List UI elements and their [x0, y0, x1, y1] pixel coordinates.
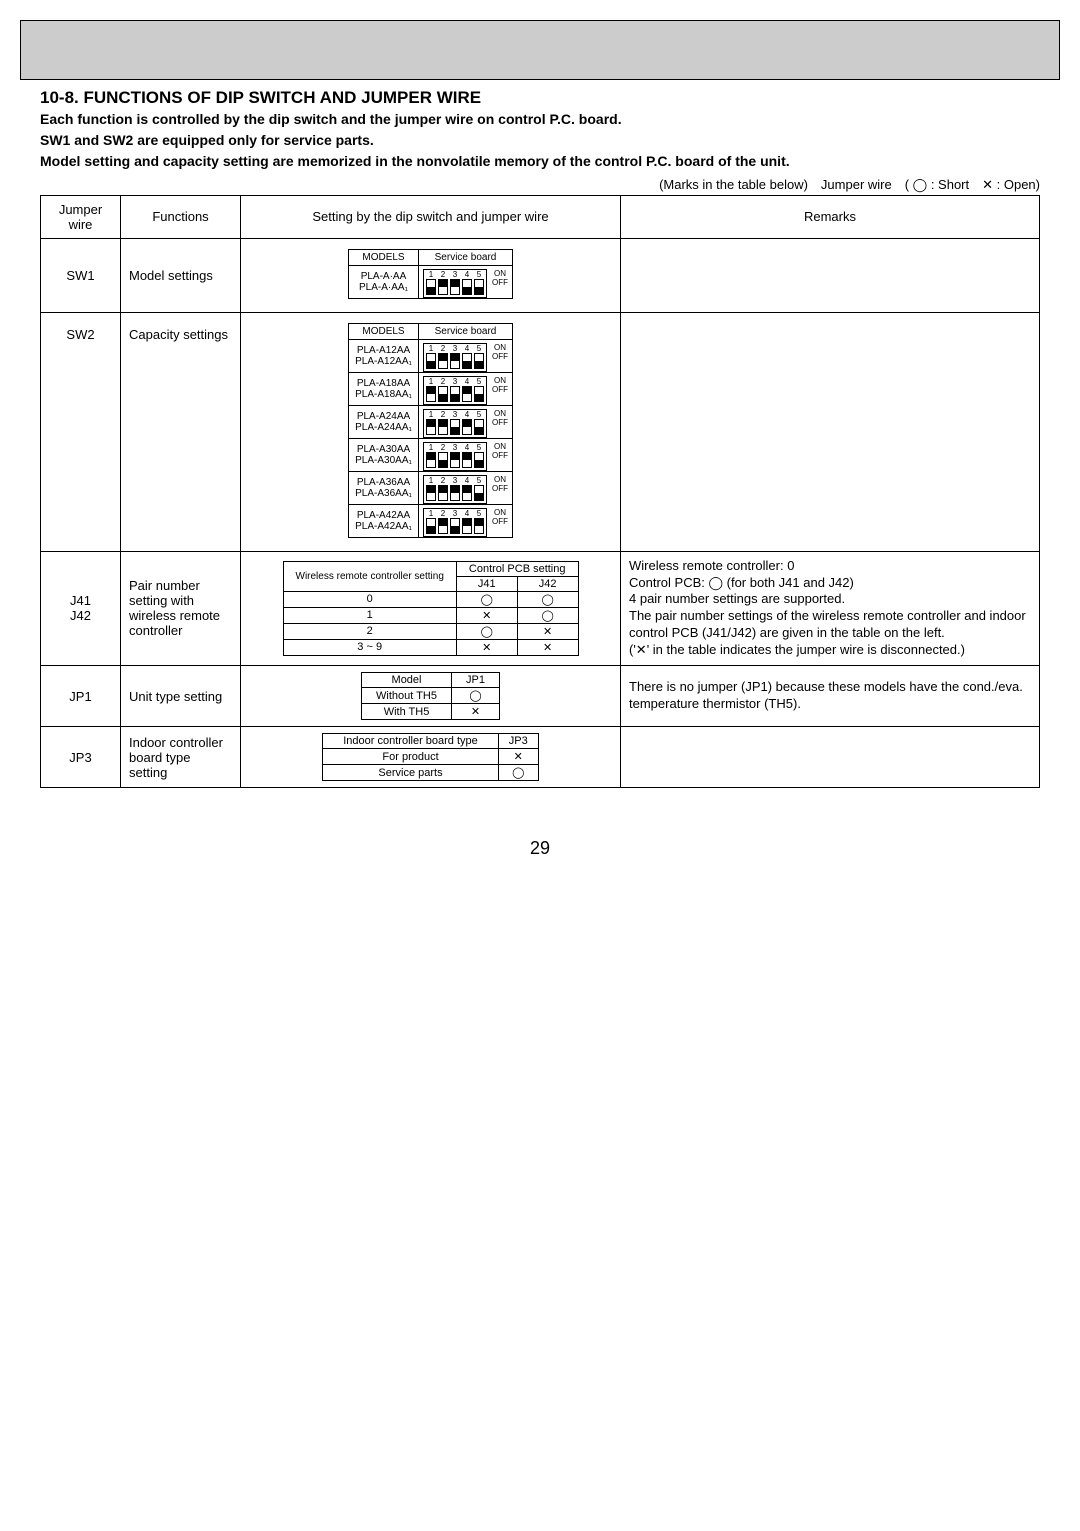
- row-j41: J41 J42 Pair number setting with wireles…: [41, 551, 1040, 665]
- sw1-fn: Model settings: [121, 238, 241, 312]
- sw2-model-cell: PLA-A24AAPLA-A24AA₁: [349, 405, 419, 438]
- th-setting: Setting by the dip switch and jumper wir…: [241, 195, 621, 238]
- jp1-id: JP1: [41, 666, 121, 727]
- sw1-models-cell: PLA-A·AA PLA-A·AA₁: [349, 265, 419, 298]
- dip-switch: 12345ONOFF: [423, 269, 508, 298]
- main-table: Jumper wire Functions Setting by the dip…: [40, 195, 1040, 788]
- sw2-id: SW2: [41, 312, 121, 551]
- jp3-inner-table: Indoor controller board type JP3 For pro…: [322, 733, 539, 781]
- intro-line-1: Each function is controlled by the dip s…: [40, 110, 1040, 129]
- row-jp1: JP1 Unit type setting Model JP1 Without …: [41, 666, 1040, 727]
- jp1-setting: Model JP1 Without TH5◯With TH5✕: [241, 666, 621, 727]
- section-title: 10-8. FUNCTIONS OF DIP SWITCH AND JUMPER…: [40, 88, 1040, 108]
- j41-pcb-table: Wireless remote controller setting Contr…: [283, 561, 579, 656]
- sw2-row: PLA-A18AAPLA-A18AA₁12345ONOFF: [349, 372, 513, 405]
- dip-switch: 12345ONOFF: [423, 475, 508, 504]
- header-bar: [20, 20, 1060, 80]
- j41-pcb-lh: Wireless remote controller setting: [283, 561, 456, 591]
- jp3-hdr-0: Indoor controller board type: [323, 734, 499, 749]
- sw1-hdr-models: MODELS: [349, 249, 419, 265]
- sw2-row: PLA-A36AAPLA-A36AA₁12345ONOFF: [349, 471, 513, 504]
- sw2-setting: MODELS Service board PLA-A12AAPLA-A12AA₁…: [241, 312, 621, 551]
- sw2-model-cell: PLA-A12AAPLA-A12AA₁: [349, 339, 419, 372]
- j41-setting: Wireless remote controller setting Contr…: [241, 551, 621, 665]
- marks-legend: (Marks in the table below) Jumper wire (…: [40, 177, 1040, 193]
- dip-switch: 12345ONOFF: [423, 409, 508, 438]
- sw2-row: PLA-A42AAPLA-A42AA₁12345ONOFF: [349, 504, 513, 537]
- j41-fn: Pair number setting with wireless remote…: [121, 551, 241, 665]
- sw2-row: PLA-A30AAPLA-A30AA₁12345ONOFF: [349, 438, 513, 471]
- pcb-row: 2◯✕: [283, 623, 578, 639]
- sw1-model-a: PLA-A·AA: [353, 271, 414, 282]
- sw2-fn: Capacity settings: [121, 312, 241, 551]
- pcb-row: 3 ~ 9✕✕: [283, 639, 578, 655]
- dip-switch: 12345ONOFF: [423, 442, 508, 471]
- j41-col-0: J41: [456, 576, 517, 591]
- j41-id-1: J41: [49, 593, 112, 608]
- sw1-remarks: [621, 238, 1040, 312]
- sw2-dip-cell: 12345ONOFF: [419, 372, 513, 405]
- sw2-row: PLA-A12AAPLA-A12AA₁12345ONOFF: [349, 339, 513, 372]
- sw2-model-cell: PLA-A30AAPLA-A30AA₁: [349, 438, 419, 471]
- intro-line-3: Model setting and capacity setting are m…: [40, 152, 1040, 171]
- sw1-svc-table: MODELS Service board PLA-A·AA PLA-A·AA₁ …: [348, 249, 513, 299]
- jp1-row: Without TH5◯: [362, 688, 500, 704]
- sw2-model-cell: PLA-A36AAPLA-A36AA₁: [349, 471, 419, 504]
- sw2-hdr-sb: Service board: [419, 323, 513, 339]
- pcb-row: 0◯◯: [283, 591, 578, 607]
- jp1-hdr-0: Model: [362, 673, 452, 688]
- j41-col-1: J42: [517, 576, 578, 591]
- th-functions: Functions: [121, 195, 241, 238]
- jp1-row: With TH5✕: [362, 704, 500, 720]
- sw1-model-b: PLA-A·AA₁: [353, 282, 414, 293]
- page-number: 29: [40, 838, 1040, 859]
- th-remarks: Remarks: [621, 195, 1040, 238]
- page-content: 10-8. FUNCTIONS OF DIP SWITCH AND JUMPER…: [0, 88, 1080, 859]
- pcb-row: 1✕◯: [283, 607, 578, 623]
- jp3-remarks: [621, 727, 1040, 788]
- jp3-fn: Indoor controller board type setting: [121, 727, 241, 788]
- sw1-id: SW1: [41, 238, 121, 312]
- sw1-setting: MODELS Service board PLA-A·AA PLA-A·AA₁ …: [241, 238, 621, 312]
- sw1-dip-cell: 12345ONOFF: [419, 265, 513, 298]
- jp1-hdr-1: JP1: [451, 673, 499, 688]
- sw2-dip-cell: 12345ONOFF: [419, 405, 513, 438]
- dip-switch: 12345ONOFF: [423, 343, 508, 372]
- sw2-dip-cell: 12345ONOFF: [419, 504, 513, 537]
- sw2-model-cell: PLA-A42AAPLA-A42AA₁: [349, 504, 419, 537]
- jp3-id: JP3: [41, 727, 121, 788]
- j41-id-2: J42: [49, 608, 112, 623]
- intro-line-2: SW1 and SW2 are equipped only for servic…: [40, 131, 1040, 150]
- sw1-hdr-sb: Service board: [419, 249, 513, 265]
- sw2-dip-cell: 12345ONOFF: [419, 339, 513, 372]
- jp3-hdr-1: JP3: [498, 734, 538, 749]
- sw2-svc-table: MODELS Service board PLA-A12AAPLA-A12AA₁…: [348, 323, 513, 538]
- row-jp3: JP3 Indoor controller board type setting…: [41, 727, 1040, 788]
- row-sw1: SW1 Model settings MODELS Service board …: [41, 238, 1040, 312]
- jp3-row: Service parts◯: [323, 765, 539, 781]
- j41-id: J41 J42: [41, 551, 121, 665]
- sw2-model-cell: PLA-A18AAPLA-A18AA₁: [349, 372, 419, 405]
- row-sw2: SW2 Capacity settings MODELS Service boa…: [41, 312, 1040, 551]
- sw2-row: PLA-A24AAPLA-A24AA₁12345ONOFF: [349, 405, 513, 438]
- j41-pcb-rh: Control PCB setting: [456, 561, 578, 576]
- jp3-setting: Indoor controller board type JP3 For pro…: [241, 727, 621, 788]
- sw2-hdr-models: MODELS: [349, 323, 419, 339]
- sw2-dip-cell: 12345ONOFF: [419, 438, 513, 471]
- dip-switch: 12345ONOFF: [423, 508, 508, 537]
- sw2-remarks: [621, 312, 1040, 551]
- sw2-dip-cell: 12345ONOFF: [419, 471, 513, 504]
- jp3-row: For product✕: [323, 749, 539, 765]
- dip-switch: 12345ONOFF: [423, 376, 508, 405]
- jp1-inner-table: Model JP1 Without TH5◯With TH5✕: [361, 672, 500, 720]
- th-jumper-wire: Jumper wire: [41, 195, 121, 238]
- jp1-fn: Unit type setting: [121, 666, 241, 727]
- j41-remarks: Wireless remote controller: 0Control PCB…: [621, 551, 1040, 665]
- jp1-remarks: There is no jumper (JP1) because these m…: [621, 666, 1040, 727]
